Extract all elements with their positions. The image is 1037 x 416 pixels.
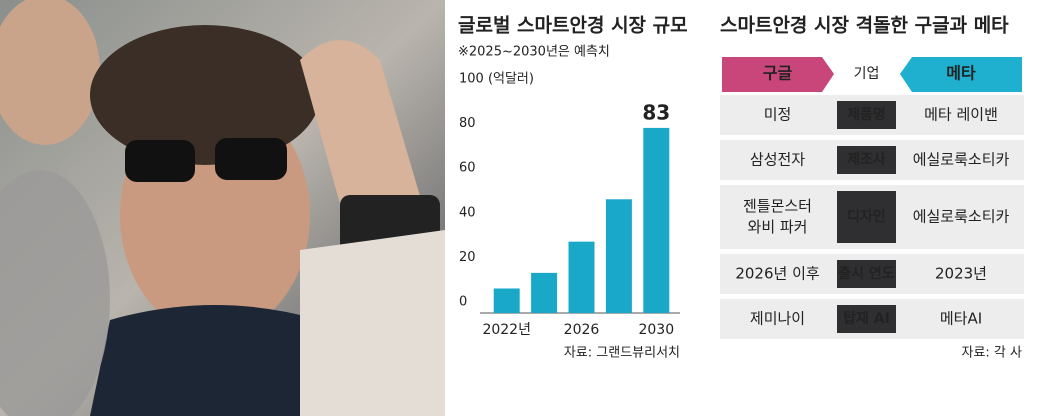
- y-tick-label: 100 (억달러): [459, 72, 534, 87]
- chart-source: 자료: 그랜드뷰리서치: [564, 346, 680, 361]
- x-tick-label: 2022년: [482, 322, 531, 338]
- table-cell: 에실로룩소티카: [913, 208, 1010, 226]
- table-title: 스마트안경 시장 격돌한 구글과 메타: [720, 15, 1009, 37]
- y-tick-label: 40: [459, 205, 476, 220]
- table-cell: 2026년 이후: [735, 265, 820, 283]
- table-cell: 탑재 AI: [843, 311, 890, 327]
- data-label: 83: [642, 100, 670, 124]
- table-cell: 에실로룩소티카: [913, 151, 1010, 169]
- y-tick-label: 60: [459, 161, 476, 176]
- table-cell: 삼성전자: [750, 151, 805, 169]
- label-box: [837, 146, 896, 174]
- label-box: [837, 260, 896, 288]
- chart-subtitle: ※2025~2030년은 예측치: [458, 45, 610, 60]
- bar: [568, 241, 595, 313]
- bar: [531, 272, 558, 313]
- bar: [605, 199, 632, 313]
- header-meta: [900, 57, 1022, 92]
- table-cell: 와비 파커: [748, 218, 808, 236]
- header-cell: 메타: [946, 64, 976, 83]
- table-cell: 디자인: [847, 208, 886, 225]
- x-tick-label: 2030: [638, 322, 674, 338]
- x-tick-label: 2026: [564, 322, 600, 338]
- table-cell: 젠틀몬스터: [743, 197, 812, 215]
- label-box: [837, 305, 896, 333]
- bar: [493, 288, 520, 313]
- chart-title: 글로벌 스마트안경 시장 규모: [458, 15, 688, 37]
- table-cell: 2023년: [935, 265, 987, 283]
- header-google: [722, 57, 834, 92]
- table-cell: 제조사: [847, 152, 886, 168]
- table-cell: 제미나이: [750, 310, 805, 328]
- label-box: [837, 101, 896, 129]
- table-cell: 메타AI: [940, 310, 982, 328]
- label-box: [837, 191, 896, 243]
- header-cell: 기업: [854, 66, 880, 82]
- y-tick-label: 0: [459, 295, 467, 310]
- table-source: 자료: 각 사: [962, 346, 1023, 361]
- table-cell: 출시 연도: [838, 265, 895, 282]
- table-cell: 미정: [764, 106, 792, 124]
- header-cell: 구글: [763, 64, 793, 83]
- table-cell: 제품명: [847, 106, 886, 123]
- photo: [0, 0, 445, 416]
- bar: [643, 127, 670, 313]
- y-tick-label: 80: [459, 116, 476, 131]
- y-tick-label: 20: [459, 250, 476, 265]
- table-cell: 메타 레이밴: [924, 106, 998, 124]
